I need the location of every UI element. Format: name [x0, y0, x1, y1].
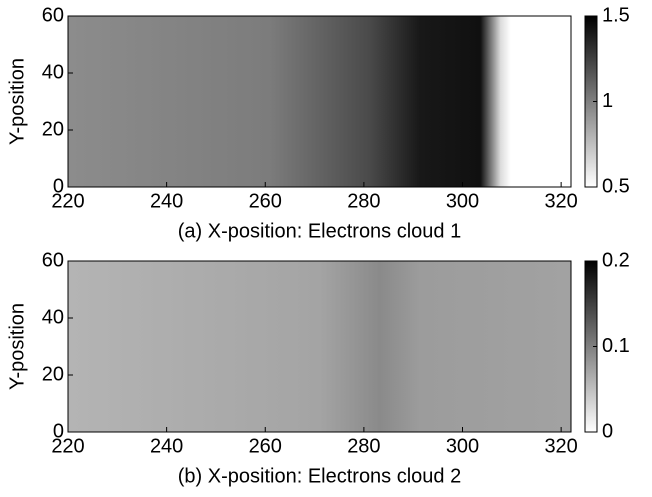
y-axis-label: Y-position [6, 303, 28, 390]
x-tick-label: 220 [51, 435, 84, 457]
x-tick-label: 260 [249, 190, 282, 212]
colorbar-tick-label: 0 [602, 420, 613, 442]
colorbar-tick-label: 1.5 [602, 4, 630, 26]
heatmap-image [68, 261, 571, 432]
y-tick-label: 60 [42, 249, 64, 271]
colorbar-tick-label: 1 [602, 90, 613, 112]
x-tick-label: 240 [150, 435, 183, 457]
x-tick-label: 240 [150, 190, 183, 212]
colorbar-tick-label: 0.5 [602, 175, 630, 197]
plot-frame [67, 260, 572, 433]
plot-frame [67, 15, 572, 188]
heatmap-noise [68, 16, 571, 187]
y-tick-label: 20 [42, 118, 64, 140]
x-tick-label: 320 [544, 435, 577, 457]
heatmap-image [68, 16, 571, 187]
y-tick-label: 0 [53, 175, 64, 197]
y-tick-label: 20 [42, 363, 64, 385]
colorbar-tick-label: 0.1 [602, 335, 630, 357]
heatmap-noise [68, 261, 571, 432]
heatmap-texture [68, 16, 571, 187]
x-tick-label: 280 [347, 435, 380, 457]
y-tick-label: 60 [42, 4, 64, 26]
x-tick-label: 280 [347, 190, 380, 212]
y-tick-label: 40 [42, 306, 64, 328]
heatmap-texture [68, 261, 571, 432]
x-axis-label: (b) X-position: Electrons cloud 2 [178, 465, 461, 487]
x-tick-label: 300 [446, 190, 479, 212]
y-tick-label: 40 [42, 61, 64, 83]
x-tick-label: 220 [51, 190, 84, 212]
x-axis-label: (a) X-position: Electrons cloud 1 [178, 220, 461, 242]
colorbar-tick-label: 0.2 [602, 249, 630, 271]
x-tick-label: 320 [544, 190, 577, 212]
y-tick-label: 0 [53, 420, 64, 442]
x-tick-label: 300 [446, 435, 479, 457]
y-axis-label: Y-position [6, 58, 28, 145]
x-tick-label: 260 [249, 435, 282, 457]
